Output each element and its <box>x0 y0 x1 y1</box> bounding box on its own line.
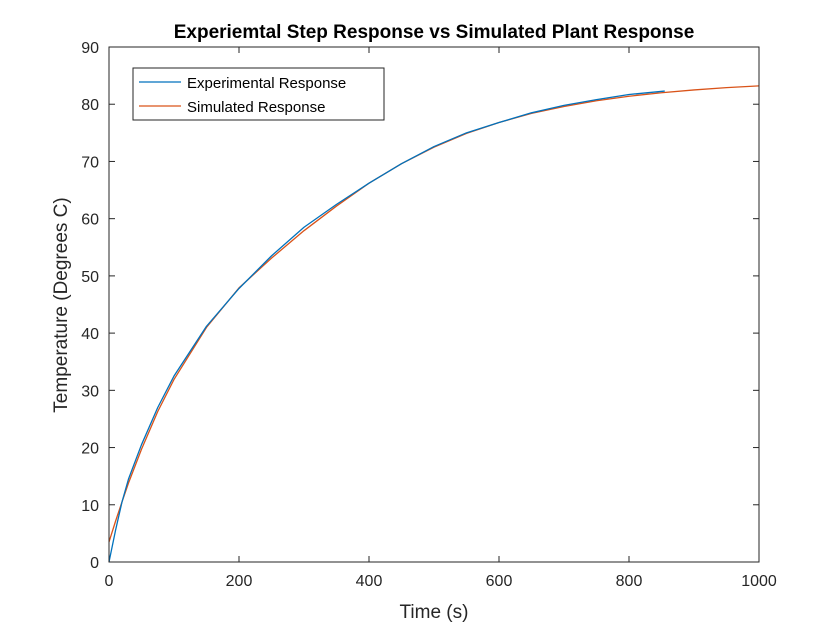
x-tick-label: 1000 <box>741 573 777 590</box>
axes-box <box>108 46 760 563</box>
plot-area <box>109 47 759 562</box>
y-tick-label: 0 <box>90 555 99 572</box>
y-tick-label: 40 <box>81 326 99 343</box>
axis-ticks: 0 200 400 600 800 1000 0 10 20 30 40 50 60 70 80 90 <box>81 40 777 590</box>
x-tick-label: 0 <box>105 573 114 590</box>
x-tick-label: 400 <box>356 573 383 590</box>
y-tick-label: 60 <box>81 212 99 229</box>
y-tick-label: 20 <box>81 441 99 458</box>
x-axis-label: Time (s) <box>400 602 469 623</box>
y-tick-label: 90 <box>81 40 99 57</box>
y-tick-label: 30 <box>81 383 99 400</box>
legend: Experimental Response Simulated Response <box>132 67 385 121</box>
x-tick-label: 800 <box>616 573 643 590</box>
y-tick-label: 70 <box>81 154 99 171</box>
chart-title: Experiemtal Step Response vs Simulated P… <box>174 22 695 43</box>
y-tick-label: 80 <box>81 97 99 114</box>
y-axis-label: Temperature (Degrees C) <box>51 197 72 412</box>
x-tick-label: 200 <box>226 573 253 590</box>
x-tick-label: 600 <box>486 573 513 590</box>
series-line-experimental <box>108 90 665 563</box>
y-tick-label: 50 <box>81 269 99 286</box>
legend-label-experimental: Experimental Response <box>187 75 346 92</box>
legend-label-simulated: Simulated Response <box>187 99 325 116</box>
series-layer <box>108 85 760 563</box>
legend-box <box>132 67 385 121</box>
y-tick-label: 10 <box>81 498 99 515</box>
